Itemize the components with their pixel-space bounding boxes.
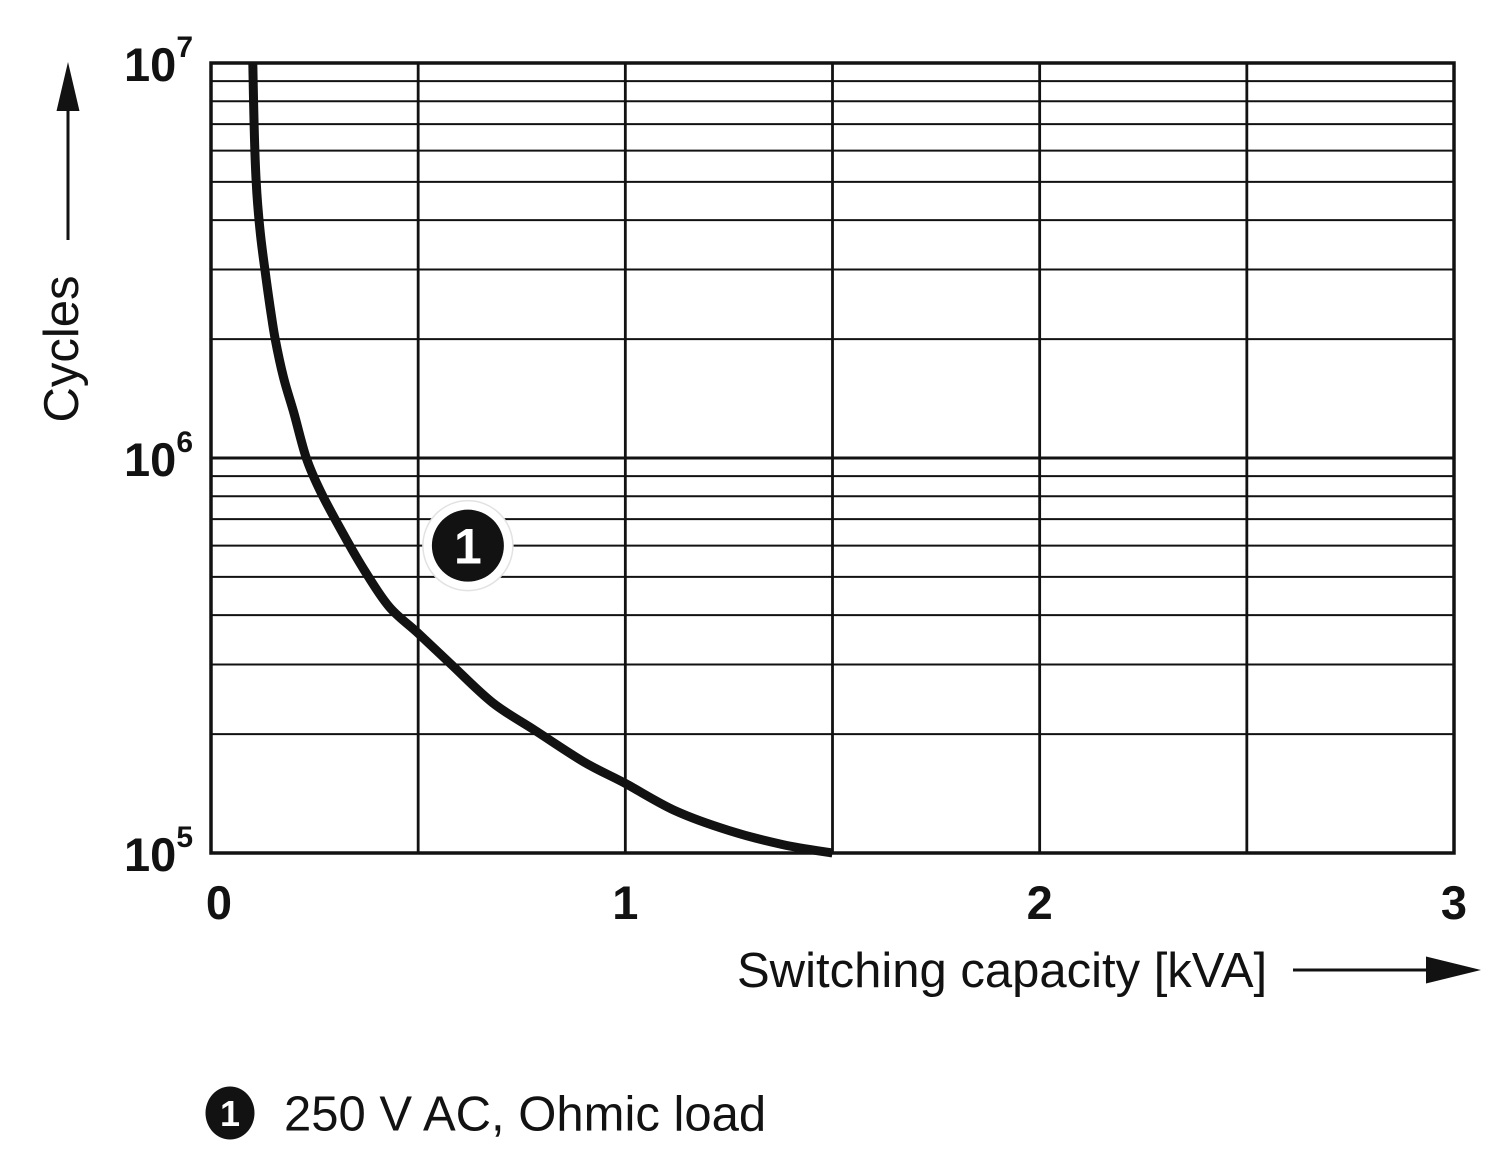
- y-tick-label: 106: [124, 426, 193, 486]
- x-tick-label: 0: [206, 876, 232, 929]
- x-tick-labels: 0 1 2 3: [206, 876, 1467, 929]
- legend: 1 250 V AC, Ohmic load: [205, 1086, 766, 1142]
- y-tick-labels: 107 106 105: [124, 31, 193, 881]
- y-axis-arrow-head: [56, 62, 80, 111]
- series-curves: [248, 62, 834, 858]
- x-tick-label: 1: [612, 876, 638, 929]
- x-axis-arrow-head: [1426, 956, 1481, 984]
- curve-marker: 1: [422, 499, 514, 592]
- x-axis-arrow-icon: [1293, 956, 1481, 984]
- y-axis-arrow-icon: [56, 62, 80, 240]
- marker-number: 1: [454, 519, 482, 575]
- series-curve: [248, 62, 834, 858]
- legend-symbol-circle: [205, 1086, 255, 1140]
- x-tick-label: 3: [1441, 876, 1467, 929]
- legend-item-label: 250 V AC, Ohmic load: [284, 1088, 766, 1142]
- y-tick-label: 105: [124, 821, 193, 881]
- legend-symbol-number: 1: [220, 1093, 240, 1134]
- marker-circle: [431, 509, 504, 582]
- y-tick-label: 107: [124, 31, 193, 91]
- x-axis-title: Switching capacity [kVA]: [737, 944, 1267, 998]
- grid-lines: [209, 61, 1456, 855]
- y-axis-title: Cycles: [35, 275, 89, 422]
- x-tick-label: 2: [1027, 876, 1053, 929]
